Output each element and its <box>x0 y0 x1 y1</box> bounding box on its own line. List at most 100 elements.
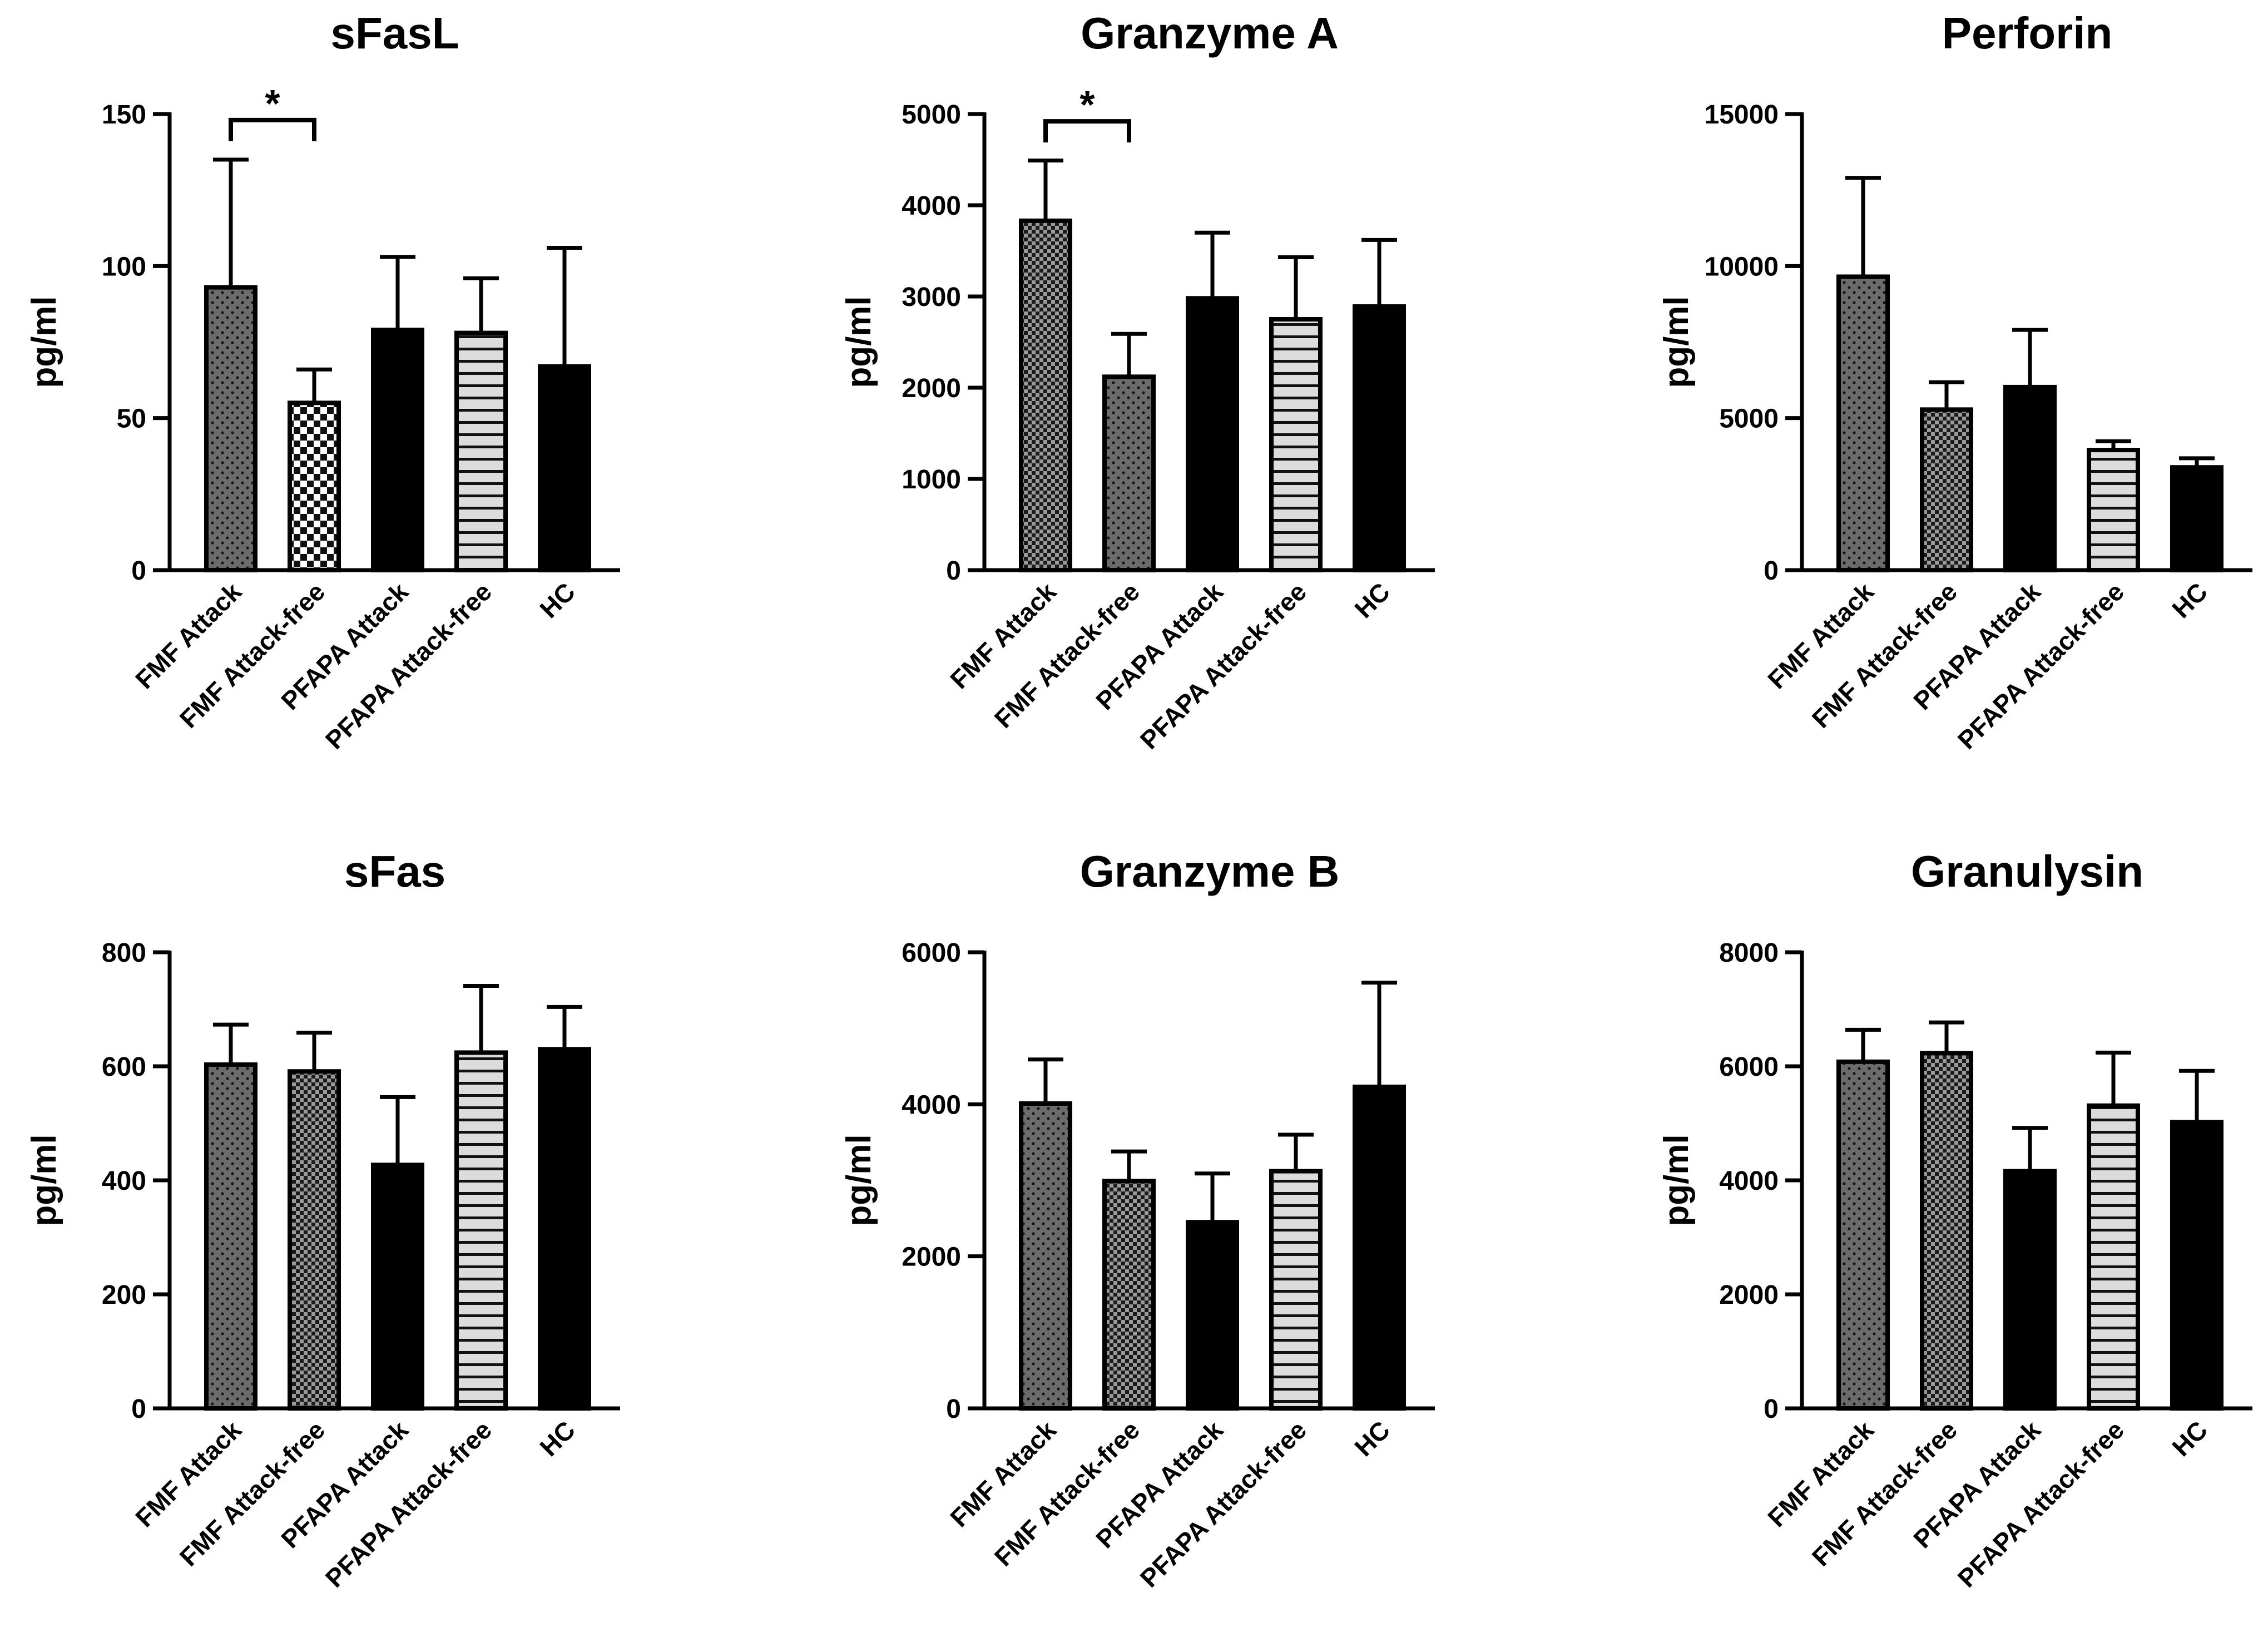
chart-0-xtick-pfapa-attack-free: PFAPA Attack-free <box>320 577 497 754</box>
chart-2-bar-pfapa-attack-free <box>2087 448 2140 572</box>
chart-1-ylabel: pg/ml <box>840 296 878 388</box>
chart-3-bar-pfapa-attack-free <box>454 1050 508 1411</box>
chart-3-bar-pfapa-attack <box>371 1163 424 1411</box>
chart-2-bar-fmf-attack-free <box>1920 407 1973 572</box>
chart-0-ytick-label: 100 <box>102 252 146 281</box>
chart-1-xtick-fmf-attack-free: FMF Attack-free <box>989 577 1145 733</box>
chart-0-significance-bracket <box>229 117 316 141</box>
chart-5-xtick-hc: HC <box>2166 1415 2213 1462</box>
chart-5-xtick-pfapa-attack-free: PFAPA Attack-free <box>1952 1415 2130 1592</box>
chart-1-bar-fmf-attack-free <box>1102 374 1156 572</box>
chart-2-ytick-label: 15000 <box>1705 100 1779 130</box>
chart-3-ytick-label: 600 <box>102 1052 146 1082</box>
chart-0-bar-pfapa-attack-free <box>454 330 508 572</box>
chart-5-ytick-label: 0 <box>1764 1394 1779 1424</box>
chart-0-ytick-label: 150 <box>102 100 146 130</box>
chart-0-ytick-label: 0 <box>131 556 146 586</box>
chart-0-ylabel: pg/ml <box>25 296 63 388</box>
chart-3-bar-fmf-attack <box>204 1062 257 1411</box>
chart-1-ytick-label: 5000 <box>902 100 961 130</box>
chart-2-xtick-fmf-attack-free: FMF Attack-free <box>1806 577 1963 733</box>
chart-2-xtick-pfapa-attack-free: PFAPA Attack-free <box>1952 577 2130 754</box>
chart-0-xtick-hc: HC <box>534 577 581 624</box>
chart-1-bar-pfapa-attack-free <box>1269 317 1323 572</box>
chart-5: Granulysin pg/ml 0 2000 4000 6000 8000 FMF Atta… <box>1657 847 2252 1593</box>
chart-0-bar-fmf-attack-free <box>288 400 341 572</box>
chart-4-xtick-pfapa-attack-free: PFAPA Attack-free <box>1135 1415 1312 1592</box>
chart-5-bar-hc <box>2170 1120 2224 1411</box>
chart-3-ytick-label: 0 <box>131 1394 146 1424</box>
chart-2-ytick-label: 10000 <box>1705 252 1779 281</box>
chart-1-xtick-pfapa-attack-free: PFAPA Attack-free <box>1135 577 1312 754</box>
chart-5-ylabel: pg/ml <box>1657 1134 1696 1226</box>
chart-3-title: sFas <box>344 847 445 896</box>
chart-4-xtick-fmf-attack-free: FMF Attack-free <box>989 1415 1145 1571</box>
chart-3-ylabel: pg/ml <box>25 1134 63 1226</box>
chart-4-bar-fmf-attack-free <box>1102 1179 1156 1411</box>
chart-1: Granzyme A pg/ml 0 1000 2000 3000 4000 5000 FMF … <box>840 8 1435 755</box>
chart-4-title: Granzyme B <box>1080 847 1340 896</box>
chart-4-ytick-label: 2000 <box>902 1243 961 1272</box>
chart-4-ytick-label: 6000 <box>902 938 961 968</box>
chart-3-xtick-hc: HC <box>534 1415 581 1462</box>
chart-2-ytick-label: 5000 <box>1719 404 1779 434</box>
chart-4-bar-pfapa-attack <box>1186 1220 1239 1411</box>
chart-3-xtick-fmf-attack-free: FMF Attack-free <box>174 1415 330 1571</box>
chart-1-bar-pfapa-attack <box>1186 296 1239 573</box>
chart-5-title: Granulysin <box>1911 847 2143 896</box>
chart-4-bar-fmf-attack <box>1019 1101 1072 1411</box>
chart-5-ytick-label: 8000 <box>1719 938 1779 968</box>
chart-1-ytick-label: 4000 <box>902 191 961 221</box>
chart-3-ytick-label: 800 <box>102 938 146 968</box>
chart-3-ytick-label: 200 <box>102 1280 146 1310</box>
chart-4-ytick-label: 0 <box>946 1394 961 1424</box>
chart-4-ytick-label: 4000 <box>902 1090 961 1120</box>
chart-4-bar-hc <box>1353 1084 1406 1411</box>
chart-0-significance-label: * <box>265 82 280 125</box>
chart-3-ytick-label: 400 <box>102 1166 146 1196</box>
chart-1-ytick-label: 0 <box>946 556 961 586</box>
chart-5-bar-fmf-attack <box>1836 1059 1890 1411</box>
chart-2-bar-fmf-attack <box>1836 274 1890 572</box>
chart-2-xtick-hc: HC <box>2166 577 2213 624</box>
chart-1-bar-fmf-attack <box>1019 218 1072 572</box>
chart-0-bar-fmf-attack <box>204 285 257 572</box>
chart-5-bar-fmf-attack-free <box>1920 1051 1973 1411</box>
chart-1-ytick-label: 3000 <box>902 283 961 312</box>
chart-0-xtick-fmf-attack-free: FMF Attack-free <box>174 577 330 733</box>
chart-5-bar-pfapa-attack-free <box>2087 1103 2140 1411</box>
chart-5-ytick-label: 4000 <box>1719 1166 1779 1196</box>
chart-5-ytick-label: 6000 <box>1719 1052 1779 1082</box>
chart-1-xtick-hc: HC <box>1349 577 1395 624</box>
chart-2-ytick-label: 0 <box>1764 556 1779 586</box>
chart-1-ytick-label: 1000 <box>902 465 961 494</box>
chart-4-bar-pfapa-attack-free <box>1269 1169 1323 1411</box>
chart-3-xtick-pfapa-attack-free: PFAPA Attack-free <box>320 1415 497 1592</box>
chart-5-ytick-label: 2000 <box>1719 1280 1779 1310</box>
chart-2-title: Perforin <box>1942 8 2113 58</box>
chart-3-bar-fmf-attack-free <box>288 1069 341 1411</box>
chart-1-bar-hc <box>1353 304 1406 572</box>
chart-0-bar-hc <box>538 364 591 572</box>
chart-1-significance-label: * <box>1079 83 1095 126</box>
chart-2-bar-pfapa-attack <box>2003 384 2057 572</box>
chart-5-xtick-fmf-attack-free: FMF Attack-free <box>1806 1415 1963 1571</box>
chart-2-ylabel: pg/ml <box>1657 296 1696 388</box>
chart-1-significance-bracket <box>1043 119 1131 143</box>
chart-5-bar-pfapa-attack <box>2003 1169 2057 1411</box>
chart-2-bar-hc <box>2170 465 2224 573</box>
chart-4-xtick-hc: HC <box>1349 1415 1395 1462</box>
chart-0-title: sFasL <box>330 8 459 58</box>
chart-3-bar-hc <box>538 1047 591 1411</box>
chart-0-bar-pfapa-attack <box>371 328 424 573</box>
chart-0-ytick-label: 50 <box>117 404 146 434</box>
chart-1-ytick-label: 2000 <box>902 374 961 403</box>
chart-4-ylabel: pg/ml <box>840 1134 878 1226</box>
chart-1-title: Granzyme A <box>1081 8 1339 58</box>
